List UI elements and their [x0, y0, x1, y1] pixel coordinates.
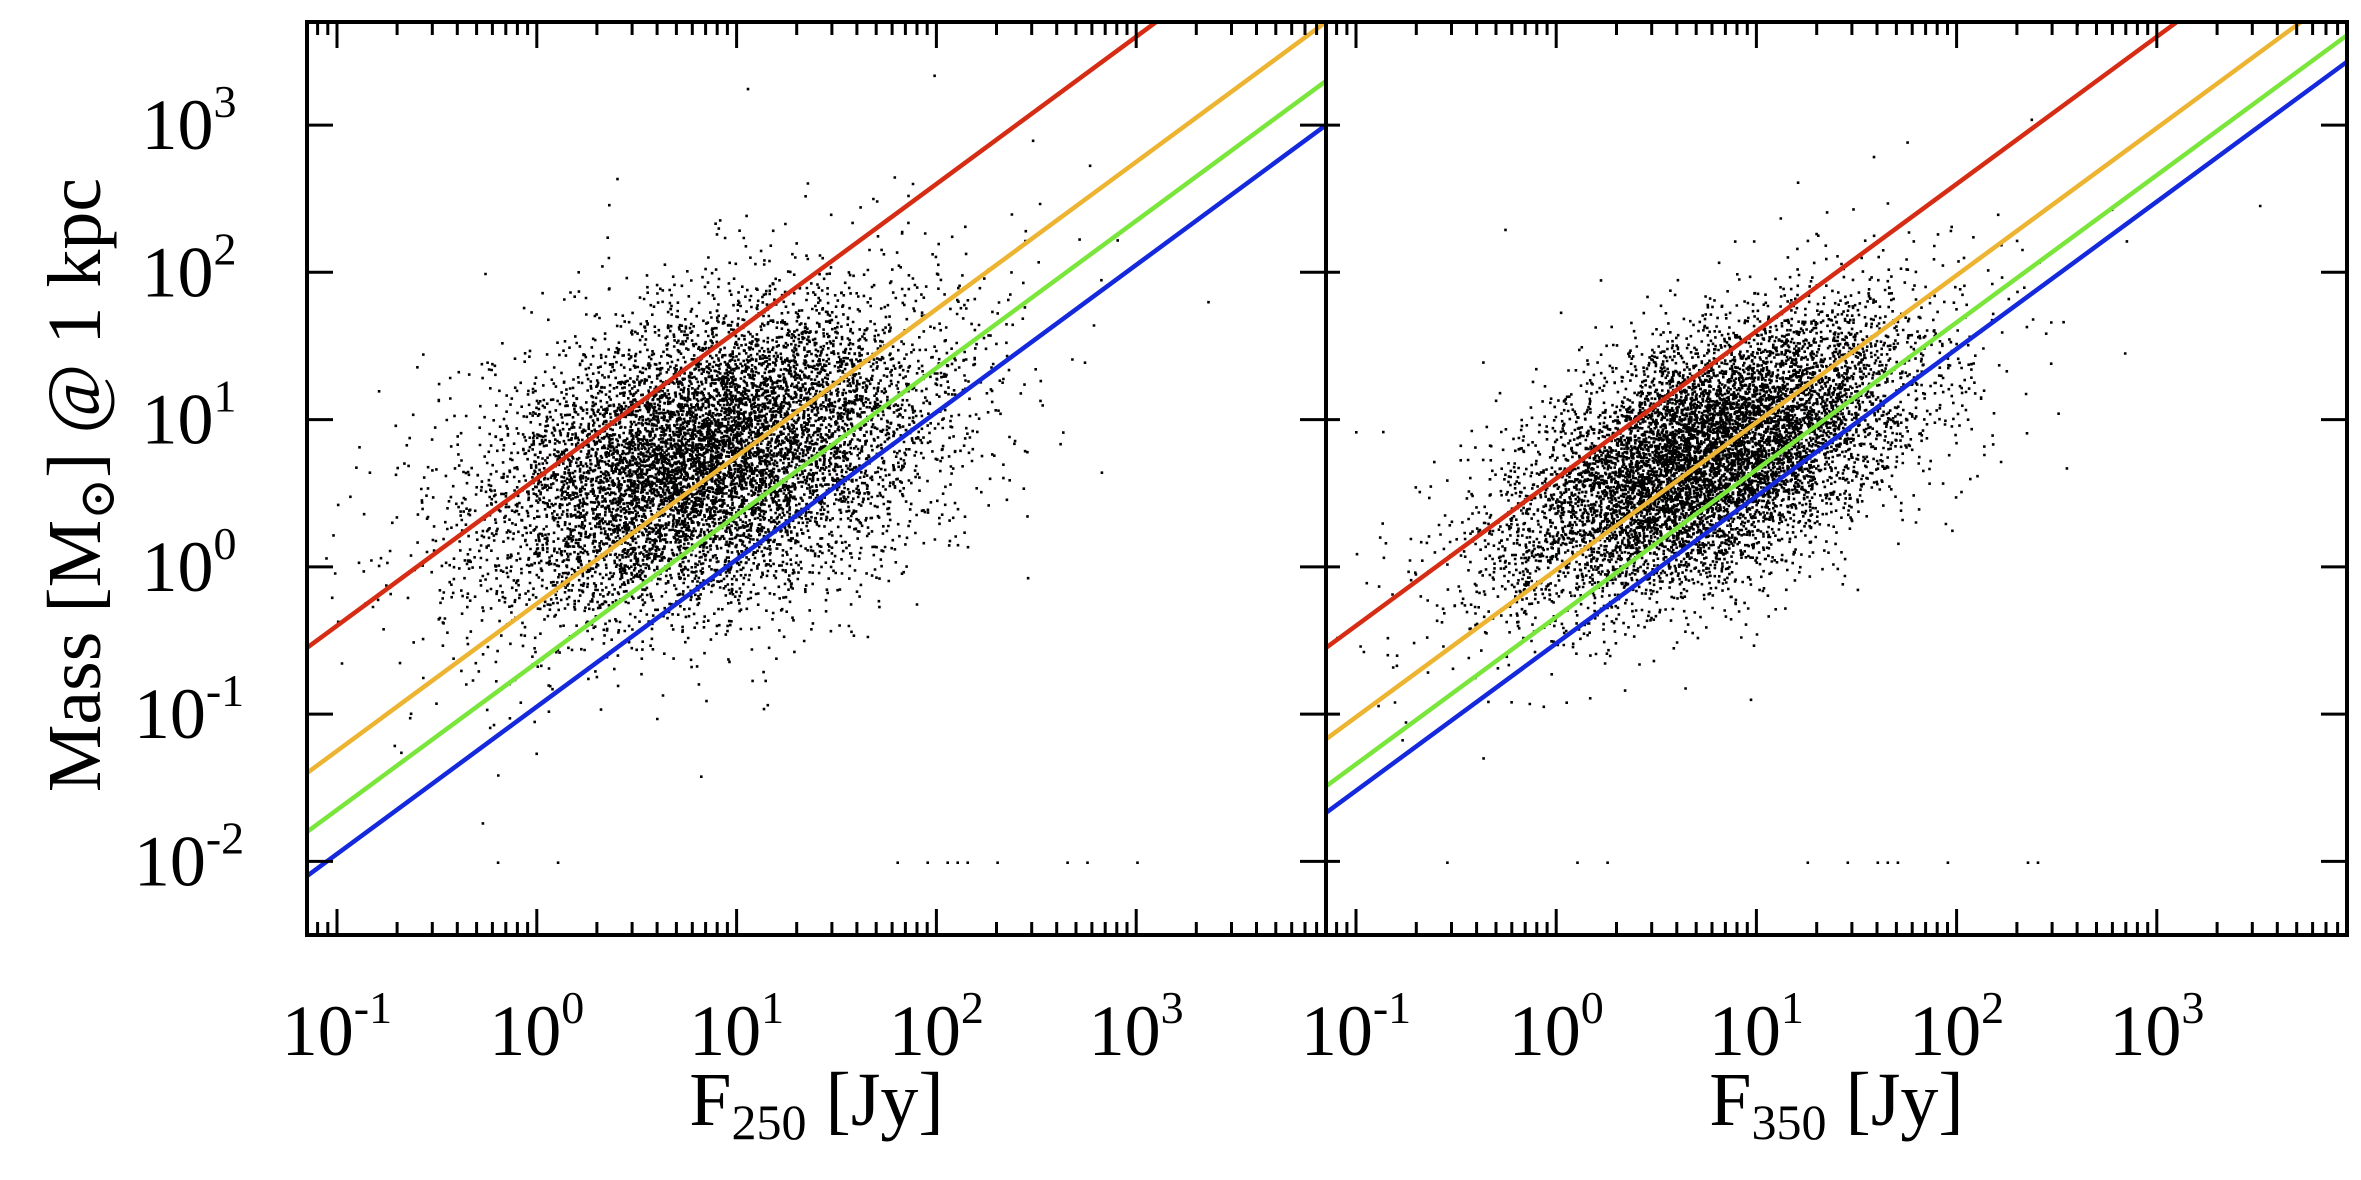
right-panel: 10-1 100 101 102 103 F350 [Jy] — [1301, 20, 2349, 1150]
left-tick-marks — [307, 22, 1326, 935]
tick-exponent: 1 — [214, 371, 237, 422]
left-x-tick-label: 10-1 — [282, 982, 392, 1071]
right-green-line — [1326, 33, 2347, 789]
tick-exponent: -1 — [354, 982, 392, 1033]
tick-base: 10 — [142, 85, 214, 165]
tick-exponent: -1 — [206, 665, 244, 716]
tick-exponent: 2 — [961, 982, 984, 1033]
tick-base: 10 — [142, 380, 214, 460]
tick-exponent: -1 — [1373, 982, 1411, 1033]
y-axis-title: Mass [M⊙] @ 1 kpc — [33, 178, 125, 792]
right-plot-frame — [1324, 20, 2349, 937]
right-fit-lines — [1326, 22, 2347, 815]
tick-base: 10 — [282, 991, 354, 1071]
tick-base: 10 — [2109, 991, 2181, 1071]
left-y-tick-label: 102 — [142, 223, 237, 312]
left-scatter-cloud — [325, 74, 1210, 864]
right-tick-marks — [1326, 22, 2347, 935]
tick-exponent: 2 — [1981, 982, 2004, 1033]
right-x-axis-title-suffix: [Jy] — [1827, 1058, 1964, 1142]
left-green-line — [307, 79, 1326, 834]
tick-base: 10 — [689, 991, 761, 1071]
tick-exponent: 0 — [1581, 982, 1604, 1033]
right-scatter-points — [1336, 23, 2262, 864]
right-blue-line — [1326, 59, 2347, 815]
left-scatter-points — [325, 74, 1210, 864]
left-fit-lines — [307, 22, 1326, 878]
right-x-tick-label: 101 — [1709, 982, 1804, 1071]
right-x-axis-title-subscript: 350 — [1752, 1094, 1827, 1150]
tick-exponent: 1 — [1781, 982, 1804, 1033]
right-scatter-cloud — [1336, 23, 2262, 864]
left-y-tick-label: 10-1 — [134, 665, 244, 754]
y-axis-title-prefix: Mass [M — [33, 520, 117, 792]
left-x-tick-label: 102 — [889, 982, 984, 1071]
left-x-tick-label: 101 — [689, 982, 784, 1071]
right-orange-line — [1326, 22, 2305, 741]
y-axis-title-suffix: ] @ 1 kpc — [33, 178, 117, 478]
tick-base: 10 — [134, 674, 206, 754]
left-x-tick-label: 100 — [489, 982, 584, 1071]
tick-base: 10 — [1909, 991, 1981, 1071]
tick-base: 10 — [142, 527, 214, 607]
right-x-tick-label: 102 — [1909, 982, 2004, 1071]
tick-base: 10 — [889, 991, 961, 1071]
left-y-tick-label: 100 — [142, 518, 237, 607]
right-red-line — [1326, 22, 2181, 650]
left-y-tick-label: 101 — [142, 371, 237, 460]
right-x-axis-title-prefix: F — [1709, 1058, 1751, 1142]
left-orange-line — [307, 22, 1326, 775]
left-x-axis-title-suffix: [Jy] — [807, 1058, 944, 1142]
left-x-axis-title: F250 [Jy] — [689, 1058, 943, 1150]
tick-base: 10 — [489, 991, 561, 1071]
tick-exponent: 0 — [561, 982, 584, 1033]
tick-base: 10 — [1301, 991, 1373, 1071]
left-x-tick-label: 103 — [1089, 982, 1184, 1071]
right-x-tick-label: 100 — [1509, 982, 1604, 1071]
left-x-axis-title-subscript: 250 — [732, 1094, 807, 1150]
tick-exponent: 3 — [2181, 982, 2204, 1033]
tick-base: 10 — [134, 821, 206, 901]
tick-exponent: 2 — [214, 223, 237, 274]
tick-exponent: -2 — [206, 812, 244, 863]
tick-base: 10 — [1089, 991, 1161, 1071]
tick-base: 10 — [1709, 991, 1781, 1071]
right-x-axis-title: F350 [Jy] — [1709, 1058, 1963, 1150]
right-ticks: 10-1 100 101 102 103 — [1301, 22, 2347, 1071]
left-y-tick-label: 103 — [142, 76, 237, 165]
tick-base: 10 — [1509, 991, 1581, 1071]
y-axis-title-subscript: ⊙ — [69, 478, 125, 520]
tick-exponent: 0 — [214, 518, 237, 569]
tick-exponent: 3 — [1161, 982, 1184, 1033]
right-x-tick-label: 103 — [2109, 982, 2204, 1071]
tick-exponent: 1 — [761, 982, 784, 1033]
left-x-axis-title-prefix: F — [689, 1058, 731, 1142]
tick-exponent: 3 — [214, 76, 237, 127]
left-blue-line — [307, 123, 1326, 878]
right-x-tick-label: 10-1 — [1301, 982, 1411, 1071]
tick-base: 10 — [142, 232, 214, 312]
left-y-tick-label: 10-2 — [134, 812, 244, 901]
